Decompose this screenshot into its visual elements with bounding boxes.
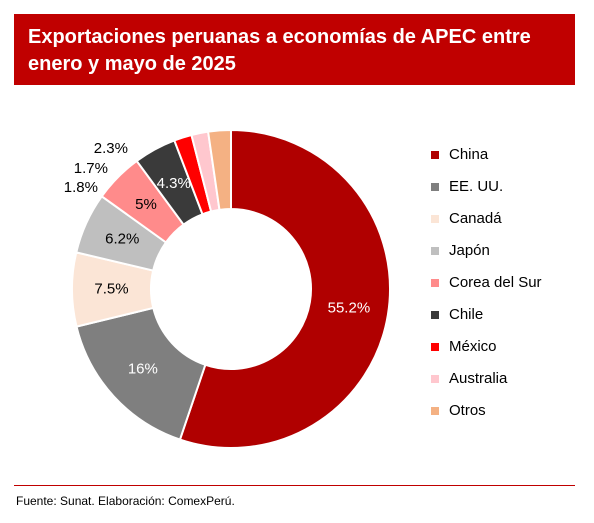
legend-label-australia: Australia <box>449 370 508 387</box>
legend-swatch-otros <box>431 407 439 415</box>
data-label-chile: 4.3% <box>157 175 191 192</box>
legend-swatch-corea-del-sur <box>431 279 439 287</box>
slice-ee-uu <box>75 306 207 441</box>
slice-china <box>178 128 391 449</box>
legend-swatch-canada <box>431 215 439 223</box>
legend-label-japon: Japón <box>449 242 490 259</box>
legend-swatch-chile <box>431 311 439 319</box>
legend-swatch-china <box>431 151 439 159</box>
data-label-australia: 1.7% <box>74 160 108 177</box>
legend-label-corea-del-sur: Corea del Sur <box>449 274 542 291</box>
legend-swatch-ee-uu <box>431 183 439 191</box>
slice-otros <box>206 128 232 211</box>
legend-label-mexico: México <box>449 338 497 355</box>
data-label-ee-uu: 16% <box>128 361 158 378</box>
legend-swatch-japon <box>431 247 439 255</box>
legend-label-china: China <box>449 146 489 163</box>
data-label-otros: 2.3% <box>94 140 128 157</box>
title-banner: Exportaciones peruanas a economías de AP… <box>14 14 575 85</box>
chart-title: Exportaciones peruanas a economías de AP… <box>28 26 531 75</box>
data-label-japon: 6.2% <box>105 230 139 247</box>
legend-swatch-australia <box>431 375 439 383</box>
data-label-mexico: 1.8% <box>64 179 98 196</box>
legend-swatch-mexico <box>431 343 439 351</box>
legend-label-otros: Otros <box>449 402 486 419</box>
source-note: Fuente: Sunat. Elaboración: ComexPerú. <box>16 494 235 508</box>
legend-label-canada: Canadá <box>449 210 502 227</box>
legend-label-chile: Chile <box>449 306 483 323</box>
legend-label-ee-uu: EE. UU. <box>449 178 503 195</box>
data-label-china: 55.2% <box>328 299 371 316</box>
data-label-corea-del-sur: 5% <box>135 196 157 213</box>
footer-divider <box>14 485 575 486</box>
data-label-canada: 7.5% <box>94 280 128 297</box>
